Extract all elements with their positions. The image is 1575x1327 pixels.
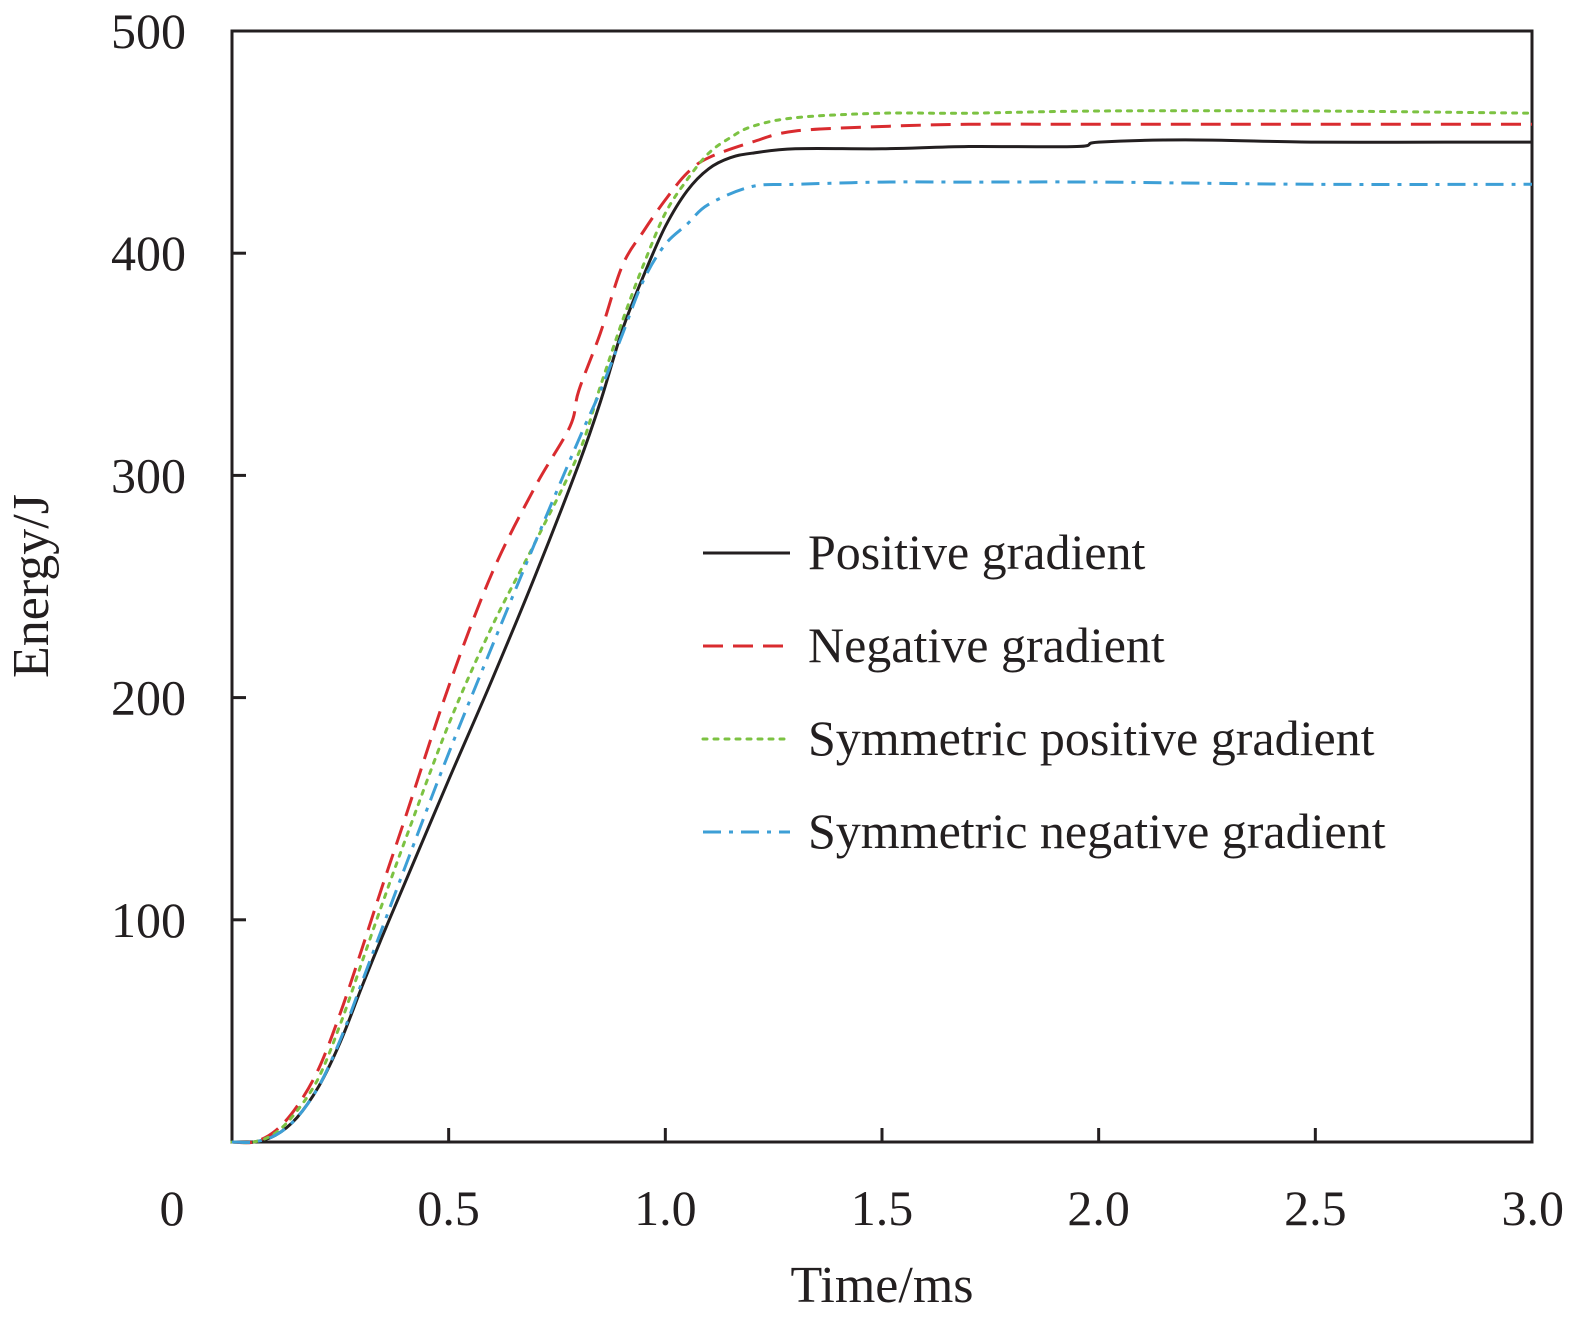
y-tick-label: 200 (111, 670, 186, 726)
series-line-symmetric-negative-gradient (231, 180, 1533, 1144)
legend-label: Symmetric negative gradient (808, 803, 1386, 859)
x-tick-label: 2.0 (1067, 1180, 1130, 1236)
x-tick-label: 1.5 (851, 1180, 914, 1236)
y-tick-label: 300 (111, 447, 186, 503)
series-layer (230, 109, 1534, 1145)
x-tick-label: 0 (160, 1180, 185, 1236)
y-tick-label: 100 (111, 892, 186, 948)
y-axis-title: Energy/J (3, 494, 60, 678)
y-tick-label: 500 (111, 3, 186, 59)
series-line-symmetric-positive-gradient (230, 109, 1534, 1145)
y-axis: 100 200 300 400 500 (111, 3, 246, 948)
x-tick-label: 2.5 (1284, 1180, 1347, 1236)
legend-label: Symmetric positive gradient (808, 710, 1375, 766)
x-axis: 0 0.5 1.0 1.5 2.0 2.5 3.0 (160, 1128, 1565, 1236)
x-tick-label: 1.0 (634, 1180, 697, 1236)
legend-label: Positive gradient (808, 524, 1146, 580)
x-tick-label: 3.0 (1502, 1180, 1565, 1236)
y-tick-label: 400 (111, 225, 186, 281)
x-axis-title: Time/ms (790, 1257, 973, 1314)
legend-label: Negative gradient (808, 617, 1165, 673)
plot-frame (230, 29, 1534, 1144)
series-line-negative-gradient (231, 122, 1532, 1145)
x-tick-label: 0.5 (417, 1180, 480, 1236)
legend: Positive gradient Negative gradient Symmet… (701, 524, 1386, 859)
